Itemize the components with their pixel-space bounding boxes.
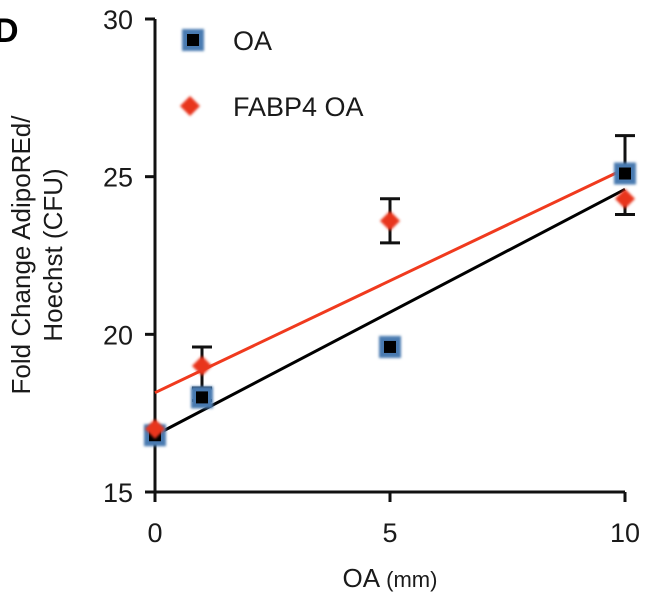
- x-tick-label: 10: [610, 518, 640, 548]
- y-axis-title-line1: Fold Change AdipoREd/: [6, 115, 36, 395]
- marker-core: [384, 340, 396, 353]
- y-axis-title: Fold Change AdipoREd/ Hoechst (CFU): [6, 115, 68, 395]
- legend-item: FABP4 OA: [180, 92, 364, 122]
- x-axis-title-unit: (mm): [386, 567, 437, 592]
- data-point-oa: [191, 386, 213, 409]
- data-point-oa: [379, 335, 401, 358]
- x-tick-label: 5: [382, 518, 397, 548]
- marker-core: [196, 391, 208, 404]
- trendline-oa: [154, 187, 626, 437]
- legend-label: OA: [233, 26, 272, 56]
- trendlines: [154, 167, 626, 437]
- legend-item: OA: [182, 26, 272, 56]
- x-tick-label: 0: [147, 518, 162, 548]
- data-points: [144, 162, 636, 447]
- y-tick-label: 15: [103, 478, 133, 508]
- legend-diamond-icon: [180, 96, 200, 116]
- y-tick-label: 30: [103, 5, 133, 35]
- axes: 15 20 25 30 0 5 10: [103, 5, 640, 548]
- x-axis-title-main: OA: [343, 563, 381, 593]
- x-axis-title: OA (mm): [343, 563, 438, 593]
- trendline-fabp4-oa: [154, 167, 626, 395]
- legend-label: FABP4 OA: [233, 92, 364, 122]
- marker-core: [619, 167, 631, 180]
- y-axis-title-line2: Hoechst (CFU): [38, 168, 68, 341]
- marker-core: [187, 34, 199, 46]
- data-point-fabp4-oa: [192, 355, 212, 376]
- legend: OA FABP4 OA: [180, 26, 364, 122]
- y-tick-label: 25: [103, 163, 133, 193]
- data-point-oa: [614, 162, 636, 185]
- y-tick-label: 20: [103, 320, 133, 350]
- panel-label: D: [0, 12, 19, 50]
- data-point-fabp4-oa: [615, 188, 635, 209]
- data-point-fabp4-oa: [145, 418, 165, 439]
- legend-square-icon: [182, 29, 204, 51]
- data-point-fabp4-oa: [380, 210, 400, 231]
